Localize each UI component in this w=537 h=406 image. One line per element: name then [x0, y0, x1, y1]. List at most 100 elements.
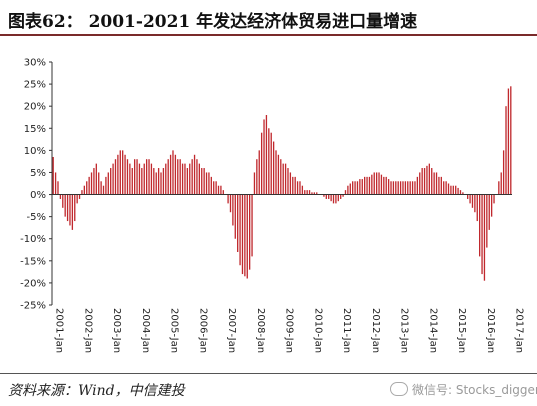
bar [510, 86, 512, 195]
x-tick-label: 2013-Jan [399, 308, 410, 353]
bar [239, 194, 241, 266]
bar [378, 172, 380, 195]
bar [270, 132, 272, 195]
x-tick-label: 2003-Jan [111, 308, 122, 353]
bar [356, 181, 359, 195]
bar [431, 168, 433, 195]
x-tick-label: 2014-Jan [427, 308, 438, 353]
x-tick-label: 2010-Jan [312, 308, 323, 353]
bar [328, 194, 330, 199]
x-tick-label: 2008-Jan [255, 308, 266, 353]
bar [66, 194, 69, 222]
bar [208, 172, 210, 195]
bar [440, 176, 442, 195]
bar [90, 172, 93, 195]
bar [479, 194, 481, 257]
bar [98, 172, 100, 195]
bar [296, 181, 299, 195]
bar [287, 168, 289, 195]
bar [275, 150, 277, 195]
bar [471, 194, 474, 208]
bar [234, 194, 236, 239]
bar [366, 176, 368, 195]
source-note: 资料来源：Wind，中信建投 [8, 383, 185, 399]
bar [191, 159, 193, 195]
bar [435, 172, 438, 195]
bar [397, 181, 399, 195]
bar [373, 172, 375, 195]
bar [59, 194, 62, 199]
bar [145, 159, 148, 195]
bar [193, 154, 196, 195]
bar [476, 194, 478, 222]
x-tick-label: 2007-Jan [226, 308, 237, 353]
bar [359, 179, 361, 195]
bar [411, 181, 414, 195]
bar [112, 163, 114, 195]
bar [364, 176, 366, 195]
bar [258, 150, 260, 195]
bar [332, 194, 335, 204]
bar [457, 187, 459, 195]
bar [493, 194, 495, 204]
bar [467, 194, 469, 199]
bar [354, 181, 356, 195]
wechat-icon [390, 382, 408, 396]
bar [260, 132, 263, 195]
bar [88, 176, 90, 195]
bar [347, 185, 349, 195]
bar [445, 181, 447, 195]
bar [165, 163, 167, 195]
bar [148, 159, 150, 195]
bar [409, 181, 411, 195]
bar [423, 168, 426, 195]
bar [395, 181, 397, 195]
bar [277, 154, 280, 195]
bar [438, 176, 440, 195]
bar [157, 168, 160, 195]
bar [78, 194, 81, 199]
y-tick-label: -10% [20, 234, 46, 245]
bar [308, 190, 311, 195]
bar [201, 168, 203, 195]
bar [141, 168, 143, 195]
bar [289, 172, 292, 195]
bar [52, 156, 54, 195]
x-tick-label: 2002-Jan [82, 308, 93, 353]
bar [311, 192, 313, 195]
bar [443, 181, 445, 195]
bar [433, 172, 435, 195]
bar [249, 194, 251, 270]
bar [330, 194, 332, 202]
bar [268, 128, 270, 195]
bar [490, 194, 493, 217]
bar [81, 190, 83, 195]
chart-title: 图表62： 2001-2021 年发达经济体贸易进口量增速 [8, 12, 418, 32]
bar [488, 194, 490, 230]
bar [483, 194, 486, 281]
y-tick-label: -20% [20, 278, 46, 289]
bar [402, 181, 404, 195]
y-tick-label: 30% [24, 58, 46, 69]
bar [76, 194, 78, 204]
bar [237, 194, 239, 252]
bar [292, 176, 294, 195]
bar [462, 192, 464, 195]
bar [399, 181, 402, 195]
watermark: 微信号: Stocks_digger [390, 381, 537, 398]
bar [155, 172, 157, 195]
bar [122, 150, 124, 195]
bar [500, 172, 502, 195]
bar [294, 176, 296, 195]
bar [129, 163, 131, 195]
bar [167, 159, 169, 195]
bar [222, 190, 224, 195]
bar [316, 192, 318, 195]
bar [263, 119, 265, 195]
bar [54, 172, 57, 195]
x-tick-label: 2009-Jan [284, 308, 295, 353]
bar [186, 168, 189, 195]
bar [174, 154, 177, 195]
bar [131, 168, 133, 195]
bar [272, 141, 275, 195]
